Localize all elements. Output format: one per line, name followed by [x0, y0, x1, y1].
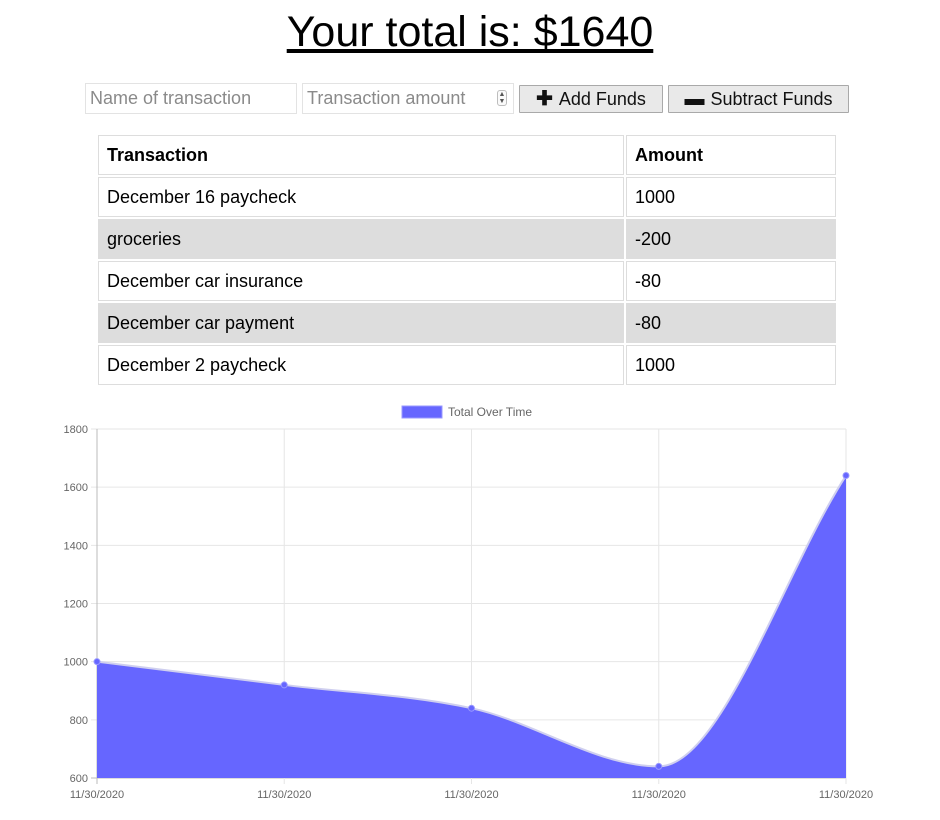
add-funds-label: Add Funds: [558, 88, 646, 109]
y-tick-label: 1800: [64, 424, 88, 436]
table-row: December car payment -80: [98, 303, 836, 343]
transaction-name-cell: December 16 paycheck: [98, 177, 624, 217]
transactions-table: Transaction Amount December 16 paycheck …: [96, 133, 838, 387]
transaction-name-cell: groceries: [98, 219, 624, 259]
table-row: December 2 paycheck 1000: [98, 345, 836, 385]
table-row: December car insurance -80: [98, 261, 836, 301]
series-area: [97, 475, 846, 778]
transaction-amount-cell: 1000: [626, 345, 836, 385]
transaction-amount-cell: -80: [626, 261, 836, 301]
transaction-name-cell: December car payment: [98, 303, 624, 343]
transaction-amount-input[interactable]: [302, 83, 514, 114]
x-tick-label: 11/30/2020: [257, 789, 311, 801]
transaction-amount-cell: -80: [626, 303, 836, 343]
y-tick-label: 600: [70, 773, 88, 785]
transaction-name-input[interactable]: [85, 83, 297, 114]
x-tick-label: 11/30/2020: [70, 789, 124, 801]
legend-label: Total Over Time: [448, 405, 532, 419]
transaction-form: ✚ Add Funds ▬ Subtract Funds: [0, 83, 940, 114]
data-point: [842, 472, 850, 480]
table-row: December 16 paycheck 1000: [98, 177, 836, 217]
legend-swatch: [401, 405, 443, 419]
table-row: groceries -200: [98, 219, 836, 259]
data-point: [93, 658, 101, 666]
plus-icon: ✚: [536, 88, 553, 110]
subtract-funds-button[interactable]: ▬ Subtract Funds: [668, 85, 849, 113]
data-point: [468, 704, 475, 712]
y-tick-label: 1200: [64, 599, 88, 611]
transaction-name-cell: December 2 paycheck: [98, 345, 624, 385]
y-tick-label: 1400: [64, 540, 88, 552]
total-heading: Your total is: $1640: [286, 8, 654, 56]
amount-spinner-icon[interactable]: ▲ ▼: [497, 90, 507, 106]
minus-icon: ▬: [684, 88, 705, 110]
transaction-amount-cell: -200: [626, 219, 836, 259]
data-point: [280, 681, 288, 689]
y-tick-label: 1000: [64, 657, 88, 669]
total-over-time-chart: 600 800 1000 1200 1400 1600 1800 11/30/2020 11/3…: [64, 405, 874, 801]
add-funds-button[interactable]: ✚ Add Funds: [519, 85, 663, 113]
y-tick-label: 800: [70, 715, 88, 727]
x-tick-label: 11/30/2020: [444, 789, 498, 801]
x-tick-label: 11/30/2020: [819, 789, 873, 801]
table-header-row: Transaction Amount: [98, 135, 836, 175]
data-point: [655, 762, 663, 770]
column-header-amount: Amount: [626, 135, 836, 175]
subtract-funds-label: Subtract Funds: [710, 88, 833, 109]
transaction-name-cell: December car insurance: [98, 261, 624, 301]
column-header-transaction: Transaction: [98, 135, 624, 175]
transaction-amount-cell: 1000: [626, 177, 836, 217]
x-tick-label: 11/30/2020: [632, 789, 686, 801]
y-tick-label: 1600: [64, 482, 88, 494]
series-line: [96, 474, 847, 768]
